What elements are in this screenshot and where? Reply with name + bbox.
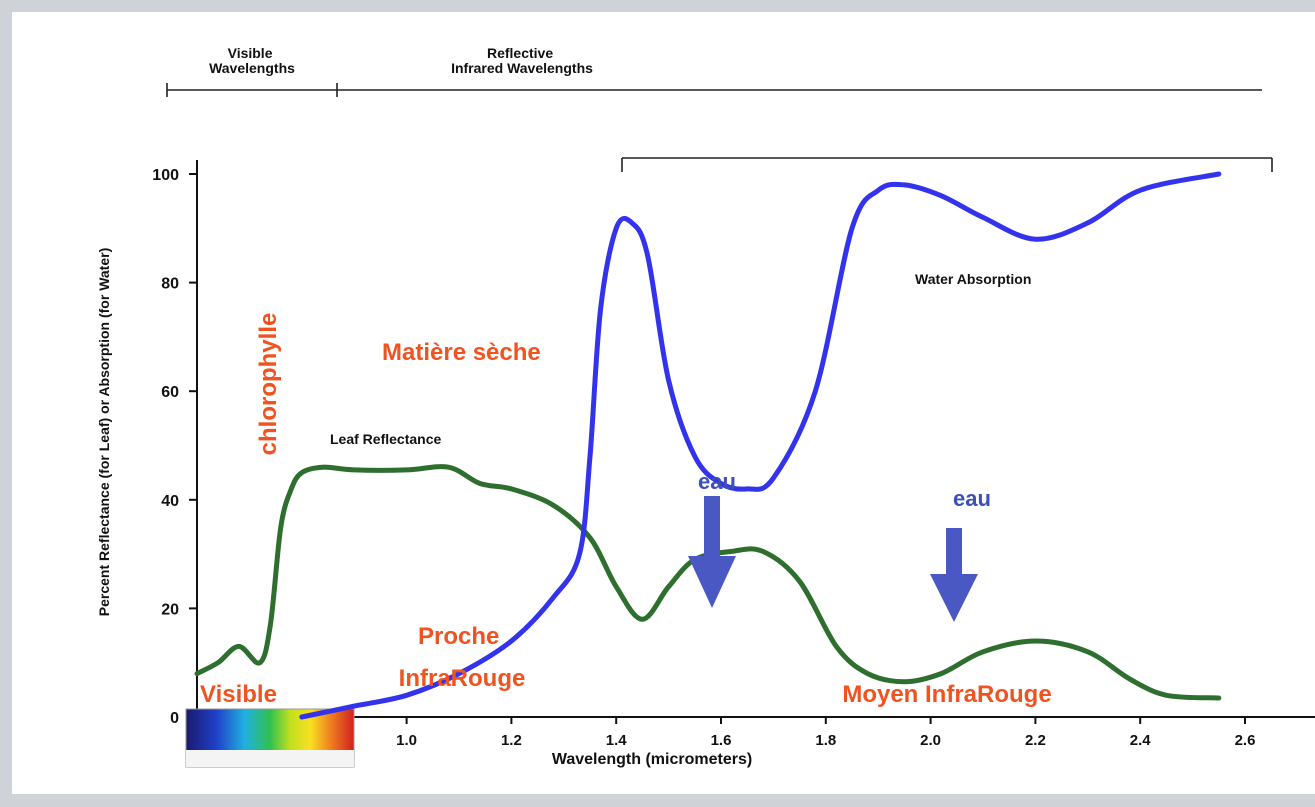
- x-tick-label: 1.2: [501, 732, 522, 749]
- x-axis-label: Wavelength (micrometers): [552, 751, 752, 768]
- series-layer: [194, 171, 1222, 720]
- leaf-reflectance-line: [194, 464, 1222, 701]
- water-absorption-label: Water Absorption: [915, 271, 1031, 287]
- y-tick-label: 0: [170, 710, 179, 727]
- y-tick-label: 100: [152, 167, 179, 184]
- y-axis-label: Percent Reflectance (for Leaf) or Absorp…: [96, 248, 112, 616]
- chlorophylle-label: chlorophylle: [255, 313, 282, 456]
- x-tick-label: 2.2: [1025, 732, 1046, 749]
- top-band: Visible Wavelengths Reflective Infrared …: [166, 45, 1273, 172]
- moyen-infrarouge-label: Moyen InfraRouge: [842, 681, 1051, 708]
- water-absorption-line: [299, 171, 1222, 720]
- x-tick-label: 1.0: [396, 732, 417, 749]
- x-tick-label: 2.0: [920, 732, 941, 749]
- water-arrow-2-head: [930, 574, 978, 622]
- water-arrow-2-shaft: [946, 528, 962, 576]
- chart-panel: Visible Wavelengths Reflective Infrared …: [12, 12, 1315, 794]
- y-tick-label: 20: [161, 601, 179, 618]
- x-tick-label: 2.6: [1235, 732, 1256, 749]
- x-tick-label: 1.6: [711, 732, 732, 749]
- visible-label: Visible: [200, 681, 277, 708]
- y-tick-label: 80: [161, 276, 179, 293]
- leaf-reflectance-label: Leaf Reflectance: [330, 431, 441, 447]
- water-arrows: [688, 496, 978, 622]
- x-ticks: .81.01.21.41.61.82.02.22.42.6: [296, 717, 1256, 749]
- x-tick-label: 1.8: [815, 732, 836, 749]
- y-ticks: 0 20 40 60 80 100: [152, 167, 197, 727]
- x-tick-label: 1.4: [606, 732, 628, 749]
- visible-spectrum-strip: [185, 708, 355, 768]
- reflectance-chart: Visible Wavelengths Reflective Infrared …: [96, 45, 1315, 768]
- x-tick-label: 2.4: [1130, 732, 1152, 749]
- y-tick-label: 40: [161, 493, 179, 510]
- water-arrow-1: [688, 496, 736, 608]
- water-arrow-2: [930, 528, 978, 622]
- water-arrow-1-shaft: [704, 496, 720, 558]
- water-arrow-1-head: [688, 556, 736, 608]
- spectrum-label-area: [186, 750, 354, 767]
- top-band-visible-label: Visible Wavelengths: [209, 45, 295, 76]
- y-tick-label: 60: [161, 384, 179, 401]
- matiere-seche-label: Matière sèche: [382, 339, 541, 366]
- top-band-reflective-label: Reflective Infrared Wavelengths: [451, 45, 593, 76]
- eau-label-1: eau: [698, 469, 736, 494]
- proche-infrarouge-label: Proche InfraRouge: [399, 623, 526, 692]
- eau-label-2: eau: [953, 486, 991, 511]
